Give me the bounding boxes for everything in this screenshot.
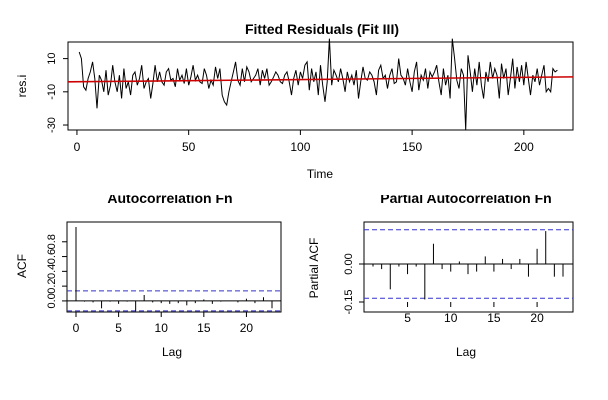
pacf-plot-frame (363, 221, 574, 313)
acf-x-axis: 0 5 10 15 20 (73, 312, 254, 335)
pacf-y-tick-label: -0.15 (343, 289, 355, 314)
acf-y-tick-label: 0.2 (46, 278, 58, 293)
ts-title: Fitted Residuals (Fit III) (245, 21, 399, 37)
ts-y-tick-label: -30 (46, 117, 58, 133)
acf-y-tick-label: 0.8 (46, 234, 58, 249)
ts-x-axis: 0 50 100 150 200 (74, 130, 534, 154)
pacf-y-axis: 0.00 -0.15 (343, 253, 364, 315)
ts-y-tick-label: -10 (46, 84, 58, 100)
acf-x-tick-label: 20 (240, 321, 254, 335)
residual-series-line (78, 38, 558, 131)
acf-y-axis: 0.00.20.40.60.8 (46, 234, 67, 309)
pacf-x-label: Lag (456, 345, 476, 359)
ts-x-tick-label: 200 (514, 140, 534, 154)
acf-y-tick-label: 0.0 (46, 293, 58, 308)
ts-y-label: res.i (15, 75, 29, 98)
pacf-y-label: Partial ACF (307, 238, 321, 299)
ts-x-tick-label: 50 (182, 140, 196, 154)
acf-y-label: ACF (15, 254, 29, 278)
ts-x-tick-label: 0 (74, 140, 81, 154)
pacf-confidence-band (364, 229, 573, 299)
ts-y-axis: 10 -10 -30 (46, 52, 68, 133)
ts-x-tick-label: 100 (290, 140, 310, 154)
acf-bars (75, 227, 273, 312)
ts-plot-frame (67, 41, 574, 131)
acf-x-label: Lag (162, 345, 182, 359)
acf-y-tick-label: 0.4 (46, 264, 58, 279)
pacf-title: Partial Autocorrelation Fn (380, 190, 551, 206)
ts-x-tick-label: 150 (402, 140, 422, 154)
pacf-x-axis: 5 10 15 20 (404, 302, 544, 325)
residual-timeseries-panel: Fitted Residuals (Fit III) 10 -10 -30 0 50 1… (15, 21, 574, 181)
acf-y-tick-label: 0.6 (46, 249, 58, 264)
pacf-x-tick-label: 20 (530, 311, 544, 325)
ts-x-label: Time (307, 167, 334, 181)
pacf-bars (372, 231, 564, 300)
acf-x-tick-label: 0 (73, 321, 80, 335)
acf-panel: Autocorrelation Fn 0.00.20.40.60.8 0 5 10 1… (15, 190, 282, 359)
fitted-trend-line (67, 76, 574, 83)
acf-x-tick-label: 15 (197, 321, 211, 335)
acf-x-tick-label: 5 (115, 321, 122, 335)
ts-y-tick-label: 10 (46, 52, 58, 64)
pacf-panel: Partial Autocorrelation Fn 0.00 -0.15 5 10… (307, 190, 574, 359)
pacf-x-tick-label: 10 (444, 311, 458, 325)
acf-x-tick-label: 10 (155, 321, 169, 335)
pacf-x-tick-label: 15 (487, 311, 501, 325)
pacf-x-tick-label: 5 (404, 311, 411, 325)
pacf-y-tick-label: 0.00 (343, 253, 355, 274)
acf-title: Autocorrelation Fn (107, 190, 232, 206)
acf-confidence-band (67, 290, 281, 312)
acf-plot-frame (66, 221, 282, 313)
